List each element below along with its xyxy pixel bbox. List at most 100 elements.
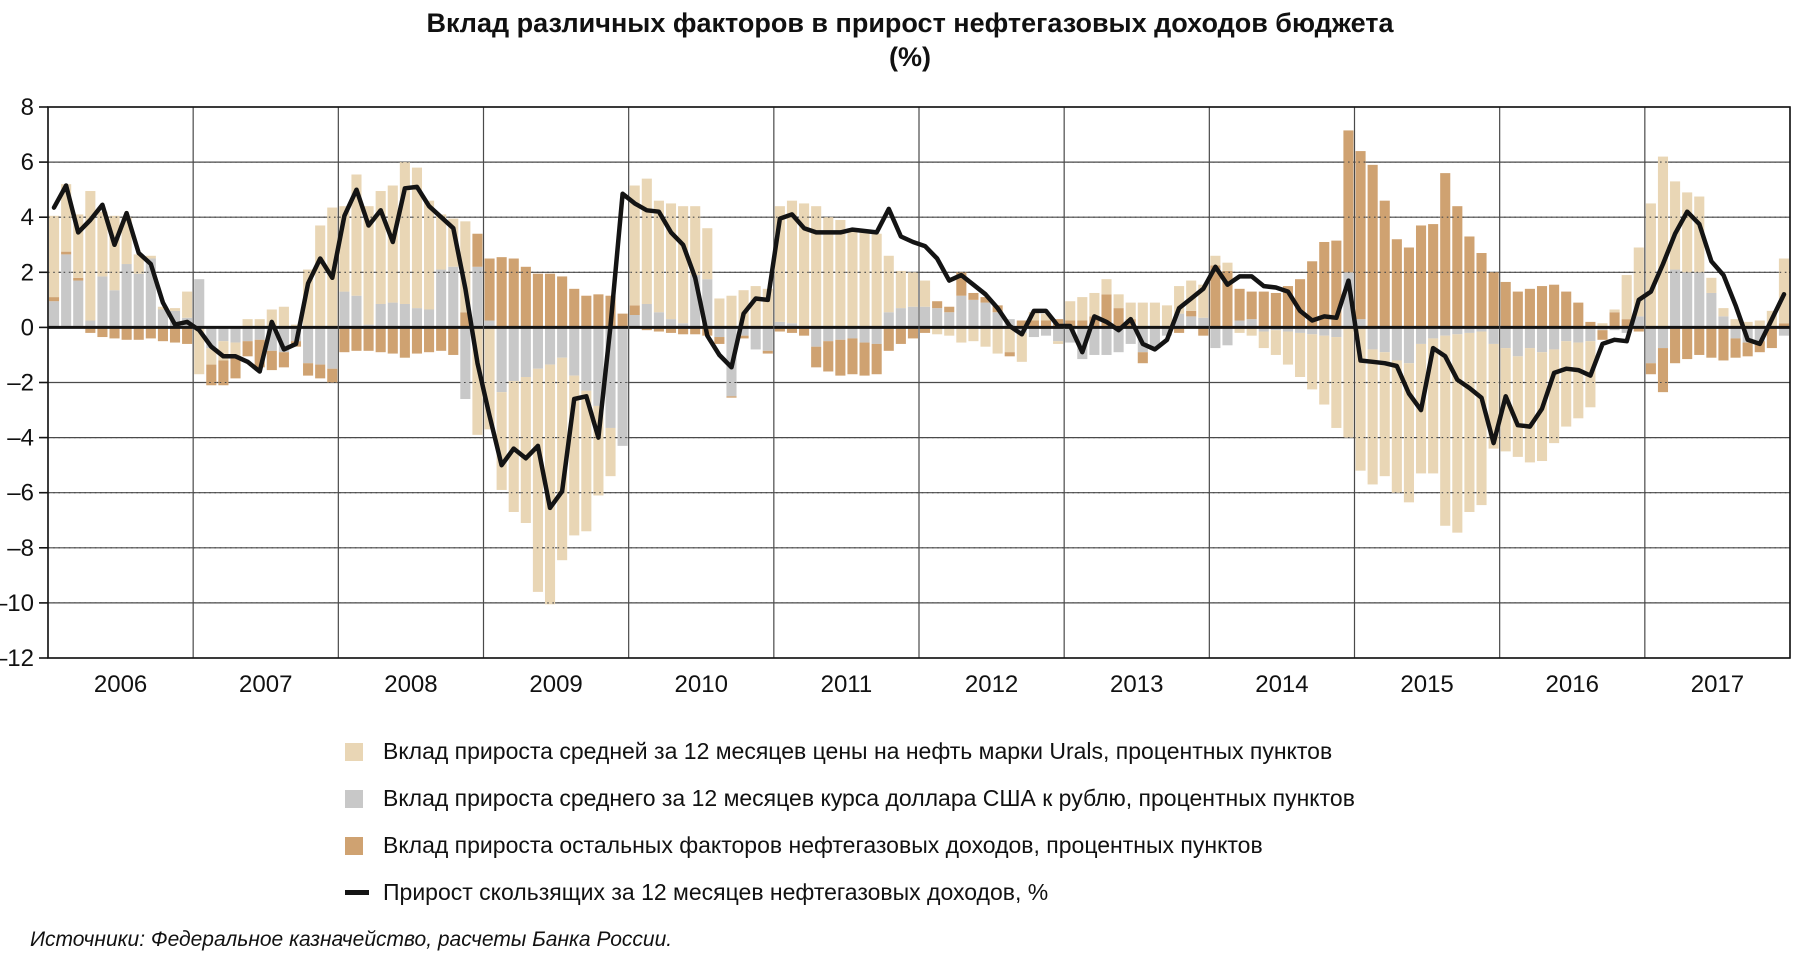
other-bar-segment	[121, 327, 132, 340]
fx-bar-segment	[593, 327, 604, 406]
other-bar-segment	[1077, 320, 1088, 328]
other-bar-segment	[871, 343, 882, 375]
other-bar-segment	[484, 258, 495, 321]
other-bar-segment	[544, 273, 556, 328]
oil-bar-segment	[448, 218, 459, 267]
oil-bar-segment	[1113, 294, 1124, 309]
other-bar-segment	[254, 339, 265, 368]
other-bar-segment	[1367, 164, 1378, 328]
fx-bar-segment	[1186, 316, 1197, 328]
other-bar-segment	[690, 327, 701, 335]
other-bar-segment	[1246, 291, 1257, 320]
fx-bar-segment	[1355, 319, 1366, 328]
oil-bar-segment	[97, 211, 108, 277]
other-bar-segment	[1403, 247, 1414, 328]
oil-bar-segment	[206, 348, 217, 365]
oil-bar-segment	[484, 327, 495, 430]
page-subtitle: (%)	[889, 42, 931, 72]
fx-bar-segment	[1258, 327, 1269, 332]
y-tick-label: –4	[7, 425, 34, 452]
other-bar-segment	[653, 327, 664, 332]
y-tick-label: 6	[21, 149, 34, 176]
fx-bar-segment	[1246, 319, 1257, 328]
fx-bar-segment	[835, 327, 846, 340]
other-bar-segment	[1524, 288, 1535, 328]
fx-bar-segment	[980, 302, 991, 328]
line-marker-icon	[345, 890, 369, 895]
other-bar-segment	[1766, 327, 1777, 349]
other-bar-segment	[496, 257, 507, 328]
oil-bar-segment	[811, 206, 822, 328]
other-bar-segment	[799, 327, 810, 336]
oil-bar-segment	[1089, 292, 1100, 317]
oil-bar-segment	[968, 327, 979, 342]
oil-bar-segment	[859, 230, 870, 328]
oil-bar-segment	[883, 255, 894, 313]
fx-bar-segment	[1754, 327, 1765, 342]
y-tick-label: 4	[21, 204, 34, 231]
legend-item-other: Вклад прироста остальных факторов нефтег…	[345, 822, 1355, 869]
legend-label: Прирост скользящих за 12 месяцев нефтега…	[383, 879, 1049, 905]
fx-bar-segment	[1198, 317, 1209, 328]
oil-bar-segment	[762, 288, 773, 328]
fx-bar-segment	[194, 279, 205, 328]
oil-bar-segment	[411, 167, 423, 309]
fx-bar-segment	[1053, 327, 1064, 342]
oil-bar-segment	[1657, 156, 1669, 328]
other-bar-segment	[73, 277, 84, 281]
x-year-label: 2017	[1691, 671, 1744, 698]
other-bar-segment	[242, 341, 253, 357]
fx-bar-segment	[351, 295, 362, 328]
fx-bar-segment	[399, 303, 410, 328]
other-bar-segment	[581, 295, 592, 328]
fx-bar-segment	[702, 279, 713, 328]
fx-bar-segment	[1670, 269, 1681, 328]
other-bar-segment	[920, 327, 931, 333]
legend-item-oil: Вклад прироста средней за 12 месяцев цен…	[345, 728, 1355, 775]
oil-bar-segment	[1222, 262, 1233, 271]
fx-bar-segment	[532, 327, 543, 369]
oil-bar-segment	[1452, 334, 1463, 533]
oil-bar-segment	[1198, 284, 1209, 318]
oil-bar-segment	[1137, 302, 1148, 328]
other-bar-segment	[1597, 330, 1608, 340]
fx-bar-segment	[1307, 327, 1318, 335]
oil-bar-segment	[641, 178, 652, 304]
other-bar-segment	[109, 327, 120, 339]
oil-bar-segment	[254, 319, 265, 328]
fx-bar-segment	[339, 291, 350, 328]
fx-bar-segment	[157, 309, 168, 328]
oil-bar-segment	[750, 286, 761, 328]
other-bar-segment	[363, 327, 374, 351]
oil-bar-segment	[1718, 308, 1729, 317]
oil-bar-segment	[1040, 313, 1052, 321]
fx-bar-segment	[520, 327, 531, 377]
oil-bar-segment	[1549, 349, 1560, 444]
other-bar-segment	[847, 338, 858, 375]
fx-bar-segment	[436, 269, 447, 328]
x-year-label: 2007	[239, 671, 292, 698]
oil-bar-segment	[266, 309, 277, 328]
other-bar-segment	[1621, 319, 1632, 328]
oil-bar-segment	[665, 203, 677, 320]
oil-bar-segment	[1174, 286, 1185, 314]
oil-bar-segment	[1573, 342, 1584, 419]
fx-bar-segment	[895, 308, 906, 328]
other-bar-segment	[375, 327, 386, 353]
oil-bar-segment	[436, 214, 447, 270]
other-bar-segment	[1609, 312, 1620, 328]
x-year-label: 2015	[1400, 671, 1453, 698]
other-bar-segment	[1186, 310, 1197, 317]
fx-bar-segment	[1391, 327, 1402, 361]
other-bar-segment	[266, 350, 277, 371]
oil-bar-segment	[1633, 247, 1644, 317]
fx-bar-segment	[1028, 327, 1039, 338]
fx-bar-segment	[218, 327, 229, 342]
other-bar-segment	[1282, 286, 1294, 328]
other-bar-segment	[157, 327, 168, 342]
oil-bar-segment	[1016, 332, 1027, 362]
fx-bar-segment	[254, 327, 265, 340]
other-bar-segment	[678, 327, 689, 335]
oil-bar-segment	[1428, 338, 1439, 474]
oil-bar-segment	[629, 185, 640, 306]
